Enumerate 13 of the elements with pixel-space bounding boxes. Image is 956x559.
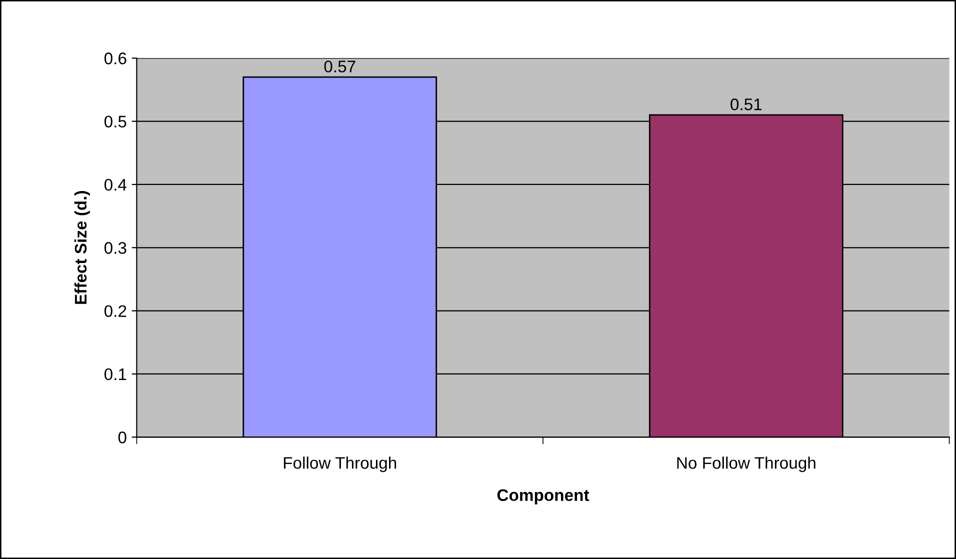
y-tick-label: 0 bbox=[118, 432, 126, 444]
data-label: 0.51 bbox=[730, 98, 762, 110]
y-tick-label: 0.2 bbox=[104, 305, 126, 318]
y-tick-label: 0.1 bbox=[104, 368, 126, 380]
y-tick-label: 0.4 bbox=[104, 178, 126, 191]
y-tick-label: 0.3 bbox=[104, 242, 126, 254]
y-tick-label: 0.6 bbox=[104, 52, 126, 64]
y-tick-label: 0.5 bbox=[104, 116, 126, 128]
y-axis-title: Effect Size (d.) bbox=[74, 191, 90, 304]
x-tick-label: No Follow Through bbox=[677, 456, 816, 472]
x-axis-title: Component bbox=[497, 489, 590, 504]
x-tick-label: Follow Through bbox=[284, 456, 396, 472]
data-label: 0.57 bbox=[324, 60, 356, 72]
